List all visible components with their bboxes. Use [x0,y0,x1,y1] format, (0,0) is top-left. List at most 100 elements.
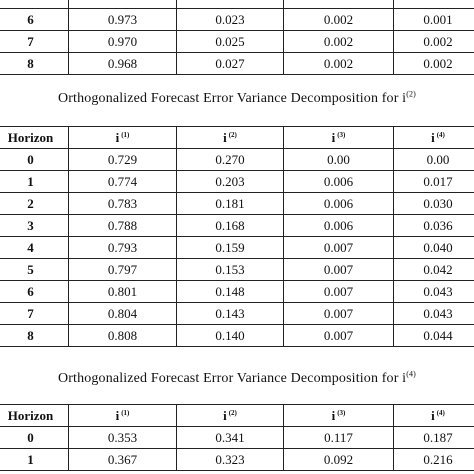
header-i4: i (4) [393,404,474,427]
value-cell-i4: 0.216 [393,448,474,471]
header-i2: i (2) [176,404,284,427]
value-cell-i4: 0.040 [393,236,474,259]
header-i2: i (2) [176,126,284,149]
table-row: 6 0.973 0.023 0.002 0.001 [0,8,474,31]
value-cell-i4: 0.017 [393,170,474,193]
value-cell-i2: 0.323 [176,448,284,471]
header-i-superscript: (2) [228,408,237,417]
value-cell-i4: 0.002 [393,30,474,53]
fevd-table-1: 6 0.973 0.023 0.002 0.001 7 0.970 0.025 0.002 0.0… [0,0,474,75]
value-cell-i3: 0.092 [283,448,394,471]
horizon-cell: 7 [0,30,69,53]
table-row: 2 0.783 0.181 0.006 0.030 [0,192,474,215]
table-header-row: Horizon i (1) i (2) i (3) i (4) [0,404,474,427]
table-3-caption-superscript: (4) [406,369,416,379]
value-cell-i2: 0.181 [176,192,284,215]
header-i-base: i [223,130,227,145]
value-cell-i3 [283,0,394,9]
header-i-base: i [431,130,435,145]
value-cell-i4: 0.043 [393,302,474,325]
table-row: 4 0.793 0.159 0.007 0.040 [0,236,474,259]
value-cell-i4: 0.00 [393,148,474,171]
table-row: 6 0.801 0.148 0.007 0.043 [0,280,474,303]
value-cell-i2: 0.159 [176,236,284,259]
table-row: 7 0.970 0.025 0.002 0.002 [0,30,474,53]
table-row: 7 0.804 0.143 0.007 0.043 [0,302,474,325]
horizon-cell: 1 [0,448,69,471]
value-cell-i1: 0.367 [68,448,177,471]
header-i-superscript: (4) [436,130,445,139]
value-cell-i4: 0.036 [393,214,474,237]
value-cell-i1: 0.353 [68,426,177,449]
value-cell-i3: 0.002 [283,30,394,53]
value-cell-i1: 0.973 [68,8,177,31]
table-row: 3 0.788 0.168 0.006 0.036 [0,214,474,237]
header-i-superscript: (2) [228,130,237,139]
value-cell-i3: 0.00 [283,148,394,171]
value-cell-i2: 0.148 [176,280,284,303]
value-cell-i4: 0.044 [393,324,474,347]
table-row: 8 0.808 0.140 0.007 0.044 [0,324,474,347]
value-cell-i2: 0.153 [176,258,284,281]
header-i1: i (1) [68,126,177,149]
value-cell-i2 [176,0,284,9]
header-i-superscript: (4) [436,408,445,417]
fevd-table-3: Horizon i (1) i (2) i (3) i (4) 0 0.353 0.341 0… [0,404,474,471]
value-cell-i4: 0.187 [393,426,474,449]
value-cell-i1: 0.804 [68,302,177,325]
value-cell-i3: 0.117 [283,426,394,449]
value-cell-i3: 0.007 [283,258,394,281]
table-header-row: Horizon i (1) i (2) i (3) i (4) [0,126,474,149]
value-cell-i1: 0.808 [68,324,177,347]
table-2-caption-text: Orthogonalized Forecast Error Variance D… [57,91,407,106]
value-cell-i3: 0.002 [283,52,394,75]
header-i-base: i [115,408,120,423]
horizon-cell: 0 [0,426,69,449]
value-cell-i2: 0.270 [176,148,284,171]
table-row: 8 0.968 0.027 0.002 0.002 [0,52,474,75]
fevd-table-3-body: 0 0.353 0.341 0.117 0.187 1 0.367 0.323 0.092 0.2… [0,426,474,471]
header-i4: i (4) [393,126,474,149]
fevd-table-2-body: 0 0.729 0.270 0.00 0.00 1 0.774 0.203 0.006 0.017… [0,148,474,347]
horizon-cell: 1 [0,170,69,193]
table-3-caption: Orthogonalized Forecast Error Variance D… [0,369,474,387]
value-cell-i3: 0.002 [283,8,394,31]
table-row: 1 0.774 0.203 0.006 0.017 [0,170,474,193]
table-2-caption: Orthogonalized Forecast Error Variance D… [0,89,474,107]
header-i-base: i [223,408,227,423]
value-cell-i4: 0.030 [393,192,474,215]
value-cell-i3: 0.007 [283,236,394,259]
header-i1: i (1) [68,404,177,427]
value-cell-i1: 0.801 [68,280,177,303]
header-i-superscript: (3) [337,408,346,417]
header-i-base: i [331,130,336,145]
table-3-caption-text: Orthogonalized Forecast Error Variance D… [57,371,407,386]
value-cell-i1 [68,0,177,9]
fevd-table-1-body: 6 0.973 0.023 0.002 0.001 7 0.970 0.025 0.002 0.0… [0,0,474,75]
value-cell-i2: 0.143 [176,302,284,325]
value-cell-i2: 0.168 [176,214,284,237]
header-horizon: Horizon [0,126,69,149]
value-cell-i2: 0.023 [176,8,284,31]
horizon-cell: 0 [0,148,69,171]
table-row [0,0,474,9]
value-cell-i1: 0.729 [68,148,177,171]
horizon-cell: 7 [0,302,69,325]
value-cell-i1: 0.968 [68,52,177,75]
value-cell-i3: 0.007 [283,280,394,303]
horizon-cell: 4 [0,236,69,259]
value-cell-i1: 0.970 [68,30,177,53]
value-cell-i3: 0.007 [283,302,394,325]
fevd-table-2: Horizon i (1) i (2) i (3) i (4) 0 0.729 0.270 0… [0,126,474,347]
value-cell-i2: 0.027 [176,52,284,75]
horizon-cell: 8 [0,324,69,347]
horizon-cell: 5 [0,258,69,281]
header-horizon: Horizon [0,404,69,427]
value-cell-i4 [393,0,474,9]
value-cell-i4: 0.001 [393,8,474,31]
table-row: 0 0.729 0.270 0.00 0.00 [0,148,474,171]
value-cell-i1: 0.774 [68,170,177,193]
table-2-caption-superscript: (2) [406,89,416,99]
header-i-superscript: (3) [337,130,346,139]
